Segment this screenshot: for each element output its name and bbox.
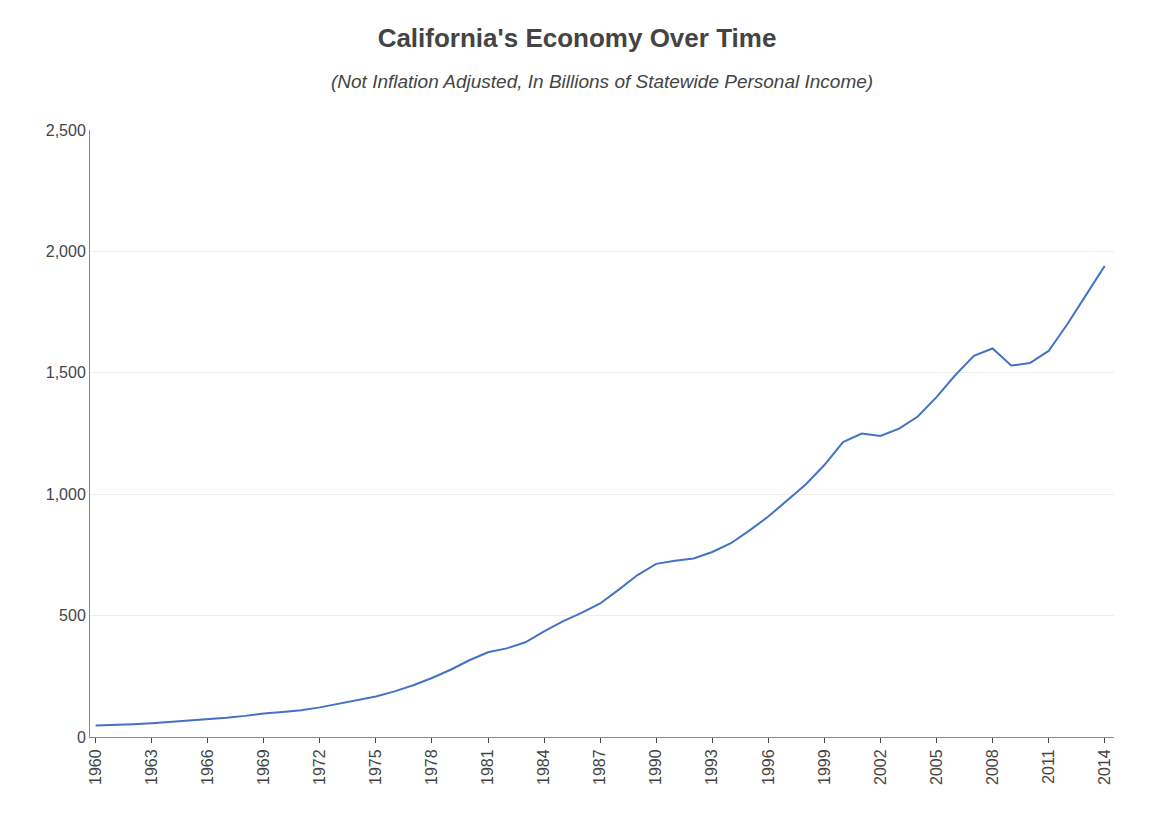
svg-text:1972: 1972 [311, 749, 328, 785]
svg-text:1987: 1987 [591, 749, 608, 785]
svg-text:1,500: 1,500 [46, 364, 86, 381]
svg-text:1999: 1999 [816, 749, 833, 785]
svg-text:1996: 1996 [760, 749, 777, 785]
svg-text:1966: 1966 [199, 749, 216, 785]
svg-text:2011: 2011 [1040, 749, 1057, 784]
svg-text:1969: 1969 [255, 749, 272, 785]
svg-text:2002: 2002 [872, 749, 889, 785]
svg-text:1975: 1975 [367, 749, 384, 785]
svg-text:2005: 2005 [928, 749, 945, 785]
svg-text:1963: 1963 [143, 749, 160, 785]
svg-text:1978: 1978 [423, 749, 440, 785]
svg-text:0: 0 [77, 729, 86, 746]
svg-text:2,000: 2,000 [46, 243, 86, 260]
svg-text:500: 500 [59, 607, 86, 624]
svg-text:2014: 2014 [1096, 749, 1113, 785]
svg-text:1960: 1960 [87, 749, 104, 785]
svg-text:1990: 1990 [647, 749, 664, 785]
svg-text:1,000: 1,000 [46, 486, 86, 503]
svg-text:California's Economy Over Time: California's Economy Over Time [378, 23, 777, 53]
svg-text:1993: 1993 [703, 749, 720, 785]
svg-text:(Not Inflation Adjusted, In Bi: (Not Inflation Adjusted, In Billions of … [331, 71, 873, 92]
svg-text:1981: 1981 [479, 749, 496, 785]
svg-text:1984: 1984 [535, 749, 552, 785]
svg-text:2,500: 2,500 [46, 122, 86, 139]
svg-text:2008: 2008 [984, 749, 1001, 785]
